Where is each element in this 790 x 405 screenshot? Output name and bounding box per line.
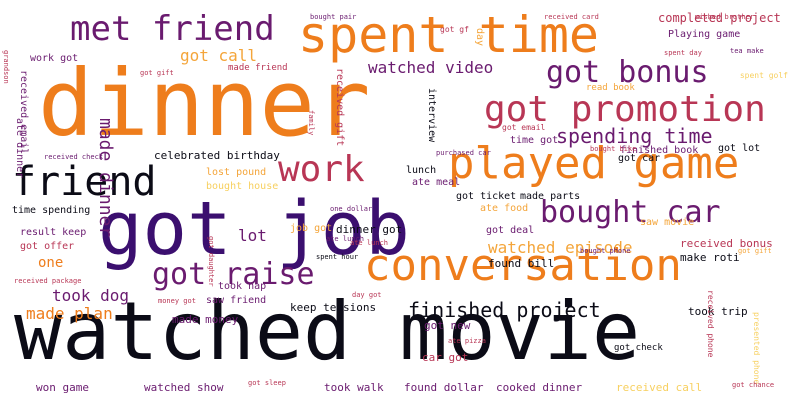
cloud-word: bought phone (580, 247, 631, 255)
cloud-word: got job (98, 186, 410, 272)
cloud-word: got car (618, 153, 661, 164)
cloud-word: received gift (334, 68, 345, 147)
cloud-word: found dollar (404, 381, 484, 394)
cloud-word: conversation (364, 240, 682, 291)
cloud-word: work got (30, 53, 79, 64)
cloud-word: ate food (480, 203, 529, 214)
cloud-word: celebrated birthday (154, 149, 280, 162)
cloud-word: got offer (20, 241, 75, 252)
cloud-word: job got (290, 223, 333, 234)
cloud-word: got call (180, 46, 258, 65)
cloud-word: one (38, 255, 64, 271)
cloud-word: dinner got (336, 223, 403, 236)
cloud-word: received call (616, 381, 703, 394)
cloud-word: work (278, 149, 365, 190)
cloud-word: ate pizza (448, 337, 486, 345)
cloud-word: ate lunch (326, 235, 364, 243)
cloud-word: received bonus (680, 237, 773, 250)
cloud-word: ate lunch (350, 239, 388, 247)
cloud-word: bought house (206, 181, 279, 192)
cloud-word: grandson (2, 50, 10, 84)
cloud-word: ate dinner (14, 118, 25, 179)
cloud-word: watched movie (14, 285, 641, 378)
cloud-word: finished book (620, 145, 699, 156)
cloud-word: won game (36, 381, 89, 394)
cloud-word: took trip (688, 305, 748, 318)
cloud-word: day (474, 28, 485, 47)
cloud-word: received phone (706, 290, 715, 358)
cloud-word: found bill (488, 257, 555, 270)
cloud-word: dinner (38, 50, 371, 157)
cloud-word: Playing game (668, 29, 741, 40)
cloud-word: make roti (680, 251, 740, 264)
cloud-word: got deal (486, 225, 535, 236)
cloud-word: one dollar (330, 205, 373, 213)
cloud-word: got gf (440, 25, 469, 34)
cloud-word: family (307, 110, 315, 136)
cloud-word: read book (586, 83, 635, 93)
cloud-word: got email (502, 123, 546, 132)
cloud-word: cooked dinner (496, 381, 583, 394)
cloud-word: got raise (152, 257, 315, 292)
cloud-word: lot (238, 226, 267, 245)
cloud-word: watched show (144, 381, 224, 394)
cloud-word: bought bike (590, 145, 637, 153)
cloud-word: purchased car (436, 149, 491, 157)
cloud-word: completed project (658, 11, 781, 25)
cloud-word: made parts (520, 191, 581, 202)
cloud-word: got sleep (248, 379, 286, 387)
cloud-word: took dog (52, 286, 130, 305)
cloud-word: got new (424, 319, 471, 332)
cloud-word: took walk (324, 381, 384, 394)
cloud-word: bought pair (310, 13, 357, 21)
cloud-word: time spending (12, 205, 91, 216)
cloud-word: received package (14, 277, 82, 285)
cloud-word: made plan (26, 304, 113, 323)
cloud-word: spent golf (739, 71, 788, 80)
cloud-word: received card (544, 13, 599, 21)
cloud-word: got lot (718, 143, 761, 154)
cloud-word: got bonus (546, 55, 709, 90)
cloud-word: money got (158, 297, 196, 305)
cloud-word: wished brother (695, 13, 755, 21)
cloud-word: received check (44, 153, 104, 161)
cloud-word: got daughter (207, 236, 215, 287)
cloud-word: spent time (298, 6, 600, 64)
cloud-word: got gift (738, 247, 772, 255)
cloud-word: played game (448, 138, 740, 189)
cloud-word: spent hour (316, 253, 359, 261)
cloud-word: watched video (368, 58, 494, 77)
cloud-word: time got (510, 135, 559, 146)
cloud-word: bought car (540, 195, 721, 230)
cloud-word: interview (426, 88, 437, 143)
cloud-word: spent day (664, 49, 702, 57)
cloud-word: got ticket (456, 191, 517, 202)
cloud-word: got gift (140, 69, 174, 77)
cloud-word: lunch (406, 165, 437, 176)
cloud-word: ate meal (412, 177, 461, 188)
cloud-word: met friend (70, 9, 275, 49)
cloud-word: saw friend (206, 295, 267, 306)
cloud-word: got check (614, 343, 663, 353)
cloud-word: result keep (20, 227, 87, 238)
cloud-word: tea make (730, 47, 764, 55)
cloud-word: made money (172, 313, 239, 326)
cloud-word: car got (422, 351, 469, 364)
cloud-word: finished project (408, 298, 601, 322)
cloud-word: lost pound (206, 167, 267, 178)
cloud-word: saw movie (640, 217, 695, 228)
cloud-word: watched episode (488, 238, 633, 257)
cloud-word: presented phone (752, 312, 761, 385)
cloud-word: spending time (556, 124, 713, 148)
cloud-word: got promotion (484, 89, 766, 130)
cloud-word: made friend (228, 63, 288, 73)
cloud-word: friend (12, 159, 157, 205)
cloud-word: keep tensions (290, 301, 377, 314)
cloud-word: made dinner (95, 118, 116, 238)
cloud-word: took nap (218, 281, 267, 292)
cloud-word: got chance (732, 381, 775, 389)
cloud-word: day got (352, 291, 382, 299)
